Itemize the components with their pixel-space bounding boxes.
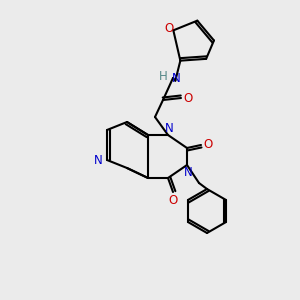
Text: O: O: [165, 22, 174, 35]
Text: N: N: [184, 166, 192, 178]
Text: N: N: [94, 154, 102, 166]
Text: H: H: [159, 70, 167, 83]
Text: O: O: [203, 139, 213, 152]
Text: O: O: [168, 194, 178, 206]
Text: N: N: [172, 71, 180, 85]
Text: O: O: [183, 92, 193, 104]
Text: N: N: [165, 122, 173, 134]
